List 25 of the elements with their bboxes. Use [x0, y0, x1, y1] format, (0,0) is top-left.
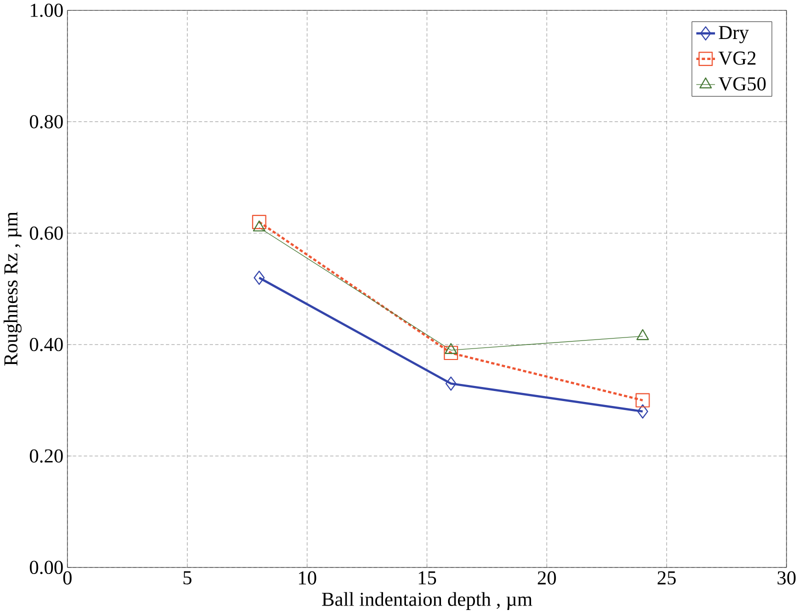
x-tick-label: 0 [63, 571, 72, 585]
y-tick-label: 0.00 [30, 560, 63, 574]
point [445, 376, 456, 391]
x-tick-label: 5 [184, 571, 192, 585]
y-tick-label: 0.60 [30, 226, 63, 240]
x-tick-label: 15 [418, 571, 436, 585]
point [636, 393, 650, 408]
point [444, 346, 458, 360]
x-axis-title: Ball indentaion depth , µm [322, 592, 532, 610]
point [254, 270, 265, 286]
legend-label: VG2 [718, 52, 756, 66]
x-tick-label: 10 [299, 571, 316, 585]
y-tick-label: 0.80 [30, 115, 63, 129]
y-axis-title: Roughness Rz , µm [4, 212, 22, 366]
point [637, 404, 648, 419]
point [252, 220, 266, 232]
y-tick-label: 0.40 [30, 338, 63, 352]
x-tick-label: 30 [778, 571, 796, 585]
legend-label: VG50 [718, 77, 766, 91]
y-tick-label: 0.20 [30, 450, 63, 463]
point [252, 215, 266, 230]
x-tick-label: 20 [538, 571, 556, 585]
legend-label: Dry [718, 26, 749, 44]
x-tick-label: 25 [658, 571, 676, 585]
y-tick-label: 1.00 [30, 4, 63, 18]
